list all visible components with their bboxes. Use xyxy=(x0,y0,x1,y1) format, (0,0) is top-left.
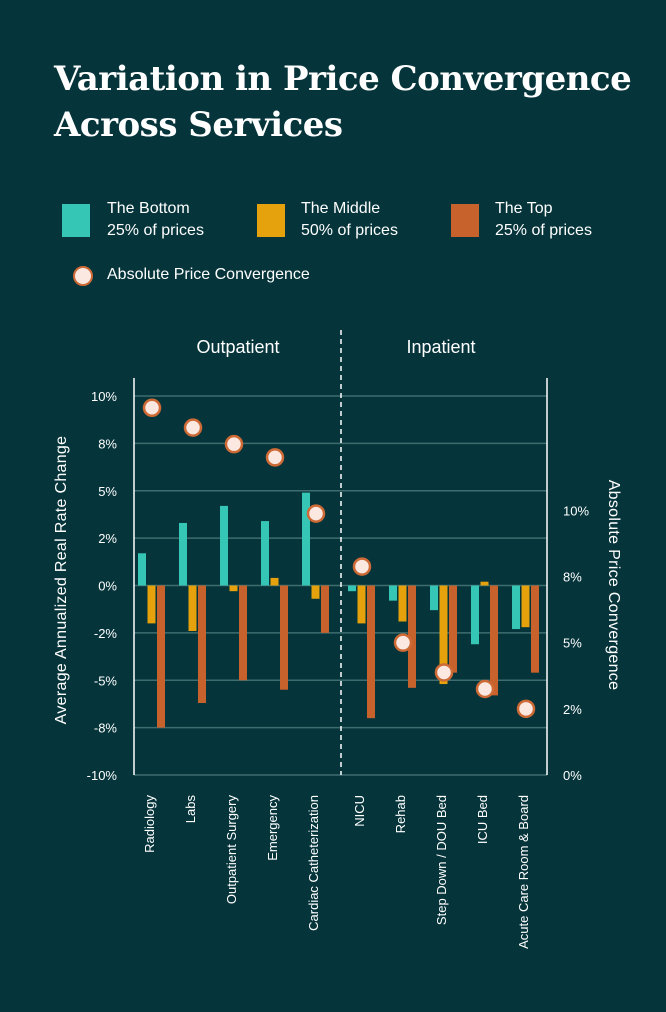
group-label-outpatient: Outpatient xyxy=(196,337,279,357)
bar-bottom xyxy=(302,492,310,586)
y2-tick-label: 0% xyxy=(563,768,582,783)
legend-label-bottom: The Bottom 25% of prices xyxy=(107,198,204,242)
group-label-inpatient: Inpatient xyxy=(406,337,475,357)
bar-top xyxy=(280,585,288,690)
legend-top-line1: The Top xyxy=(495,200,553,217)
bar-top xyxy=(449,585,457,673)
bar-top xyxy=(531,585,539,673)
convergence-dot xyxy=(142,398,162,418)
convergence-dot xyxy=(265,448,285,467)
legend-bottom-line1: The Bottom xyxy=(107,200,190,217)
y-axis-title: Average Annualized Real Rate Change xyxy=(53,436,70,725)
y2-axis-title: Absolute Price Convergence xyxy=(605,480,622,691)
legend-label-dot: Absolute Price Convergence xyxy=(107,266,310,283)
legend-top-line2: 25% of prices xyxy=(495,222,592,239)
legend-label-top: The Top 25% of prices xyxy=(495,198,592,242)
y2-tick-label: 2% xyxy=(563,702,582,717)
category-label: Step Down / DOU Bed xyxy=(434,795,449,925)
legend-swatch-bottom xyxy=(62,204,90,237)
convergence-dot xyxy=(183,418,203,437)
bar-bottom xyxy=(471,585,479,645)
chart-title: Variation in Price Convergence Across Se… xyxy=(54,59,632,145)
bar-bottom xyxy=(389,585,397,601)
y2-tick-label: 8% xyxy=(563,570,582,585)
bar-top xyxy=(367,585,375,719)
legend-bottom-line2: 25% of prices xyxy=(107,222,204,239)
y2-tick-label: 10% xyxy=(563,503,589,518)
category-label: Acute Care Room & Board xyxy=(516,795,531,949)
bar-middle xyxy=(357,585,366,624)
bar-bottom xyxy=(179,522,187,586)
bar-middle xyxy=(229,585,238,592)
legend-marker-dot xyxy=(73,266,93,286)
convergence-dot xyxy=(434,663,454,682)
convergence-dots xyxy=(142,398,536,719)
convergence-dot xyxy=(475,679,495,699)
legend-swatch-middle xyxy=(257,204,285,237)
convergence-dot xyxy=(352,557,372,576)
y-tick-label: -2% xyxy=(94,626,118,641)
bar-top xyxy=(490,585,498,696)
y-tick-label: 0% xyxy=(98,579,117,594)
bar-middle xyxy=(270,577,279,586)
bar-top xyxy=(321,585,329,633)
bar-bottom xyxy=(138,553,146,586)
bar-top xyxy=(198,585,206,703)
bar-bottom xyxy=(348,585,356,592)
axis-labels: -10% -8% -5% -2% 0% 2% 5% 8% 10% 0% 2% 5% 8% 10% Outpa… xyxy=(53,337,622,949)
bar-middle xyxy=(439,585,448,685)
category-label: Labs xyxy=(183,795,198,824)
y-tick-label: 5% xyxy=(98,484,117,499)
bar-bottom xyxy=(220,505,228,586)
y-tick-label: 10% xyxy=(91,389,117,404)
bar-bottom xyxy=(261,521,269,586)
legend-middle-line1: The Middle xyxy=(301,200,381,217)
y-tick-label: 2% xyxy=(98,531,117,546)
y2-tick-label: 5% xyxy=(563,636,582,651)
bars xyxy=(138,492,539,728)
category-label: ICU Bed xyxy=(475,795,490,844)
convergence-dot xyxy=(306,504,326,523)
y-tick-label: -8% xyxy=(94,721,118,736)
bar-top xyxy=(408,585,416,688)
bar-middle xyxy=(521,585,530,628)
axes xyxy=(133,330,548,775)
convergence-dot xyxy=(393,633,413,652)
convergence-dot xyxy=(516,699,536,719)
y-tick-label: 8% xyxy=(98,436,117,451)
y-tick-label: -10% xyxy=(87,768,118,783)
convergence-dot xyxy=(224,434,244,454)
category-label: Radiology xyxy=(142,795,157,853)
category-label: Outpatient Surgery xyxy=(224,795,239,905)
category-label: Rehab xyxy=(393,795,408,833)
y-tick-label: -5% xyxy=(94,673,118,688)
bar-middle xyxy=(147,585,156,624)
bar-middle xyxy=(311,585,320,599)
bar-middle xyxy=(480,581,489,586)
category-label: NICU xyxy=(352,795,367,827)
legend-swatch-top xyxy=(451,204,479,237)
bar-bottom xyxy=(430,585,438,611)
bar-middle xyxy=(188,585,197,631)
bar-top xyxy=(157,585,165,728)
legend-label-middle: The Middle 50% of prices xyxy=(301,198,398,242)
bar-middle xyxy=(398,585,407,622)
category-label: Cardiac Catheterization xyxy=(306,795,321,931)
bar-top xyxy=(239,585,247,681)
bar-bottom xyxy=(512,585,520,630)
legend-middle-line2: 50% of prices xyxy=(301,222,398,239)
category-label: Emergency xyxy=(265,795,280,861)
